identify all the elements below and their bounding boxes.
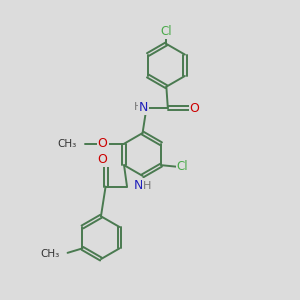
Text: O: O	[98, 153, 108, 166]
Text: Cl: Cl	[160, 25, 172, 38]
Text: CH₃: CH₃	[40, 249, 59, 259]
Text: H: H	[134, 103, 142, 112]
Text: N: N	[139, 101, 148, 114]
Text: O: O	[98, 137, 108, 150]
Text: Cl: Cl	[177, 160, 188, 173]
Text: CH₃: CH₃	[57, 139, 76, 149]
Text: O: O	[190, 102, 200, 115]
Text: N: N	[134, 179, 143, 193]
Text: H: H	[142, 181, 151, 191]
